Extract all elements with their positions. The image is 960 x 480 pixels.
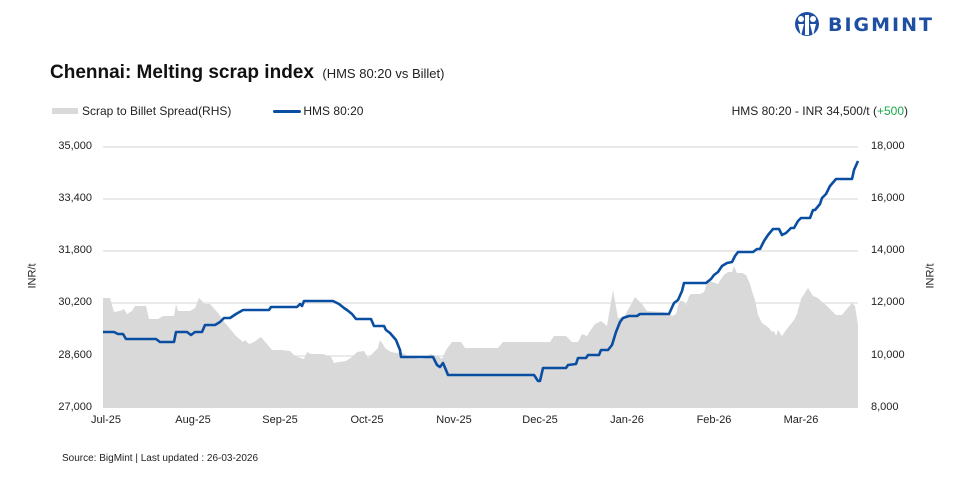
- x-axis-tick: Mar-26: [783, 414, 819, 426]
- x-axis-tick: Dec-25: [522, 414, 558, 426]
- x-axis-tick: Jan-26: [610, 414, 644, 426]
- x-axis-tick: Oct-25: [350, 414, 384, 426]
- left-axis-tick: 30,200: [58, 296, 92, 308]
- current-price-prefix: HMS 80:20 - INR 34,500/t (: [731, 104, 877, 118]
- area-swatch-icon: [52, 108, 78, 114]
- legend-label-hms: HMS 80:20: [303, 104, 364, 118]
- line-swatch-icon: [273, 109, 302, 113]
- left-axis-tick: 27,000: [58, 401, 92, 413]
- chart-title-main: Chennai: Melting scrap index: [50, 62, 314, 83]
- x-axis-tick: Aug-25: [175, 414, 211, 426]
- brand-name: BIGMINT: [828, 14, 934, 36]
- hms-line: [103, 160, 860, 383]
- left-axis-tick: 35,000: [58, 140, 92, 152]
- legend-item-spread[interactable]: Scrap to Billet Spread(RHS): [52, 104, 231, 118]
- left-axis-label: INR/t: [26, 263, 39, 289]
- x-axis-tick: Jul-25: [91, 414, 121, 426]
- chart-title: Chennai: Melting scrap index (HMS 80:20 …: [50, 62, 444, 84]
- right-axis-label: INR/t: [924, 263, 937, 289]
- right-axis-tick: 8,000: [871, 401, 899, 413]
- x-axis-tick: Sep-25: [262, 414, 298, 426]
- right-axis-tick: 16,000: [871, 192, 905, 204]
- left-axis-tick: 33,400: [58, 192, 92, 204]
- left-axis-tick: 28,600: [58, 349, 92, 361]
- right-axis-tick: 18,000: [871, 140, 905, 152]
- price-change: +500: [876, 104, 904, 118]
- left-axis-tick: 31,800: [58, 244, 92, 256]
- right-axis-tick: 12,000: [871, 296, 905, 308]
- current-price-suffix: ): [904, 104, 908, 118]
- x-axis-tick: Feb-26: [696, 414, 732, 426]
- chart-legend: Scrap to Billet Spread(RHS) HMS 80:20: [52, 104, 405, 118]
- source-note: Source: BigMint | Last updated : 26-03-2…: [62, 453, 259, 464]
- bigmint-people-logo-icon: [795, 12, 819, 36]
- legend-item-hms[interactable]: HMS 80:20: [273, 104, 363, 118]
- chart-title-sub: (HMS 80:20 vs Billet): [322, 66, 445, 81]
- right-axis-tick: 14,000: [871, 244, 905, 256]
- legend-label-spread: Scrap to Billet Spread(RHS): [82, 104, 232, 118]
- brand-logo: BIGMINT: [792, 12, 934, 38]
- right-axis-tick: 10,000: [871, 349, 905, 361]
- spread-area: [103, 266, 858, 408]
- x-axis-tick: Nov-25: [436, 414, 472, 426]
- current-price: HMS 80:20 - INR 34,500/t (+500): [732, 104, 908, 118]
